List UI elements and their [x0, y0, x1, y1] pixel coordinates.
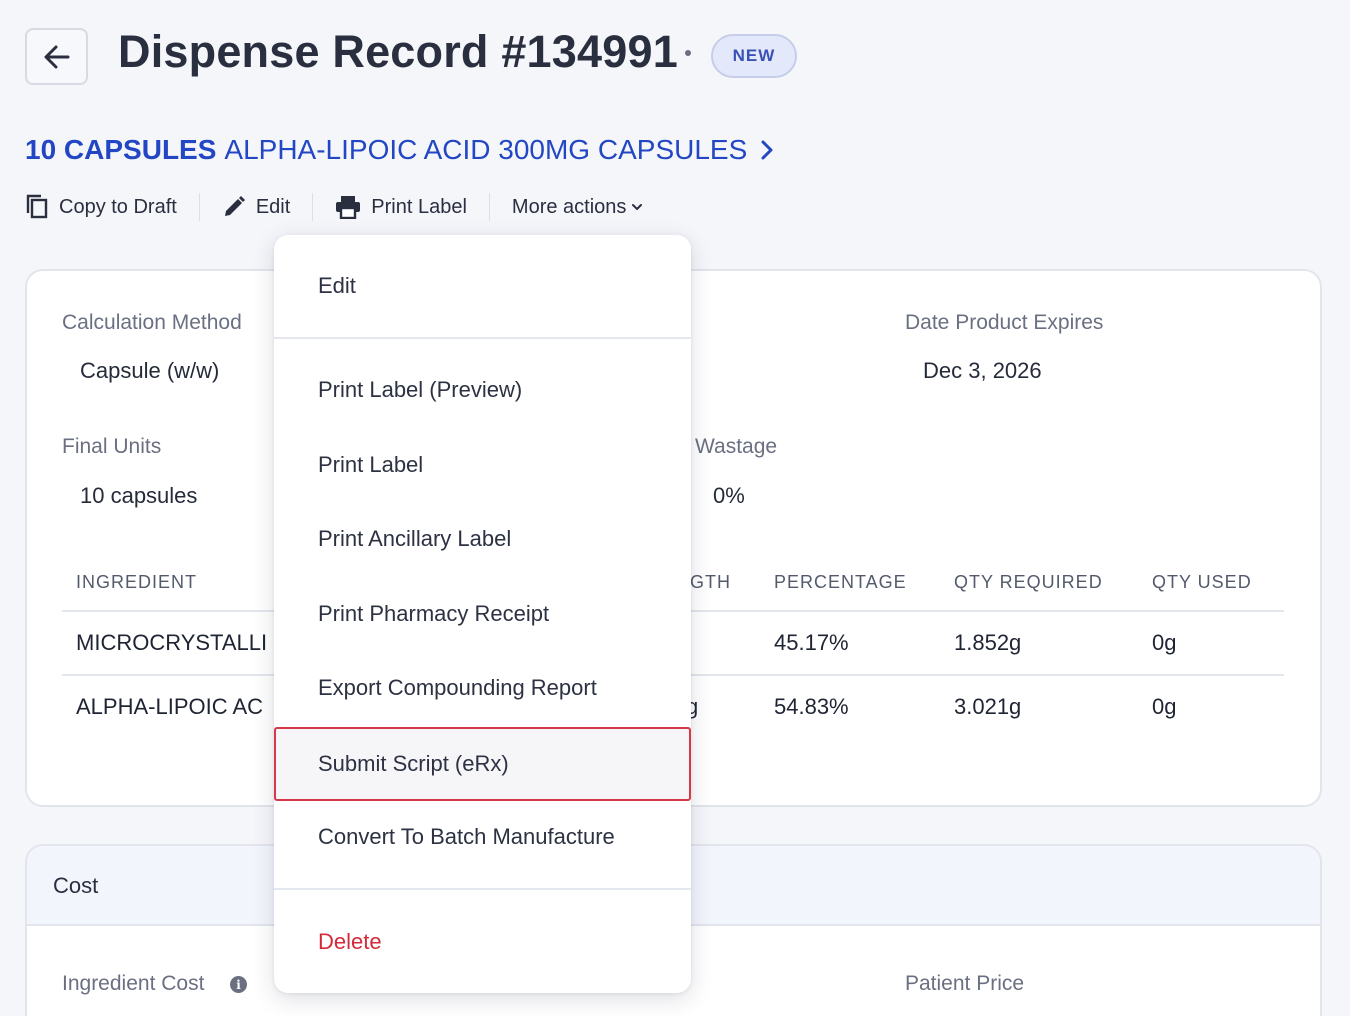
cell-percentage: 54.83%: [774, 694, 849, 719]
column-header-strength: GTH: [690, 572, 731, 592]
column-header-ingredient: INGREDIENT: [76, 572, 198, 592]
cell-qty-used: 0g: [1152, 630, 1177, 655]
status-badge: NEW: [711, 34, 797, 78]
cost-title: Cost: [53, 873, 99, 898]
print-label-button[interactable]: Print Label: [335, 195, 467, 219]
action-bar: Copy to Draft Edit Print Label More acti…: [25, 190, 644, 224]
calculation-method-label: Calculation Method: [62, 311, 242, 334]
copy-icon: [26, 194, 48, 219]
wastage-value: 0%: [713, 483, 745, 508]
menu-item-print-pharmacy-receipt[interactable]: Print Pharmacy Receipt: [318, 601, 550, 626]
cell-ingredient: MICROCRYSTALLI: [76, 630, 268, 655]
wastage-label: Wastage: [695, 435, 778, 458]
menu-item-edit[interactable]: Edit: [318, 273, 356, 298]
cell-qty-required: 1.852g: [954, 630, 1022, 655]
menu-item-delete[interactable]: Delete: [318, 929, 382, 954]
menu-item-print-label-preview[interactable]: Print Label (Preview): [318, 377, 523, 402]
menu-divider: [274, 888, 691, 890]
menu-item-print-ancillary-label[interactable]: Print Ancillary Label: [318, 526, 512, 551]
cell-percentage: 45.17%: [774, 630, 849, 655]
edit-label: Edit: [255, 195, 291, 218]
final-units-label: Final Units: [62, 435, 162, 458]
action-divider: [198, 193, 200, 221]
cell-qty-required: 3.021g: [954, 694, 1022, 719]
chevron-down-icon: [632, 204, 643, 210]
more-actions-menu: Edit Print Label (Preview) Print Label P…: [274, 235, 691, 993]
final-units-value: 10 capsules: [80, 483, 198, 508]
action-divider: [312, 193, 314, 221]
copy-to-draft-label: Copy to Draft: [59, 195, 177, 218]
back-button[interactable]: [25, 28, 88, 85]
menu-item-print-label[interactable]: Print Label: [318, 452, 424, 477]
menu-item-convert-to-batch[interactable]: Convert To Batch Manufacture: [318, 824, 615, 849]
calculation-method-value: Capsule (w/w): [80, 358, 220, 383]
more-actions-button[interactable]: More actions: [512, 196, 645, 219]
more-actions-label: More actions: [511, 195, 627, 218]
printer-icon: [336, 196, 361, 219]
patient-price-label: Patient Price: [905, 972, 1025, 995]
action-divider: [488, 193, 490, 221]
ingredient-cost-label: Ingredient Cost: [62, 972, 205, 995]
column-header-qty-required: QTY REQUIRED: [954, 572, 1103, 592]
product-link[interactable]: 10 CAPSULES ALPHA-LIPOIC ACID 300MG CAPS…: [25, 134, 775, 166]
product-quantity: 10 CAPSULES: [25, 134, 217, 165]
column-header-percentage: PERCENTAGE: [774, 572, 907, 592]
chevron-right-icon: [761, 140, 773, 160]
cell-ingredient: ALPHA-LIPOIC AC: [76, 694, 264, 719]
page-title: Dispense Record #134991: [118, 26, 678, 77]
edit-button[interactable]: Edit: [222, 195, 290, 219]
pencil-icon: [224, 196, 245, 216]
cell-qty-used: 0g: [1152, 694, 1177, 719]
menu-divider: [274, 337, 691, 339]
date-expires-value: Dec 3, 2026: [923, 358, 1042, 383]
date-expires-label: Date Product Expires: [905, 311, 1104, 334]
menu-item-export-compounding-report[interactable]: Export Compounding Report: [318, 675, 597, 700]
title-separator-dot: [685, 50, 691, 56]
menu-item-submit-script[interactable]: Submit Script (eRx): [274, 727, 691, 801]
arrow-left-icon: [44, 45, 69, 68]
product-name: ALPHA-LIPOIC ACID 300MG CAPSULES: [224, 134, 748, 165]
copy-to-draft-button[interactable]: Copy to Draft: [25, 194, 177, 220]
print-label-label: Print Label: [371, 195, 467, 218]
column-header-qty-used: QTY USED: [1152, 572, 1252, 592]
info-icon[interactable]: i: [230, 976, 247, 993]
